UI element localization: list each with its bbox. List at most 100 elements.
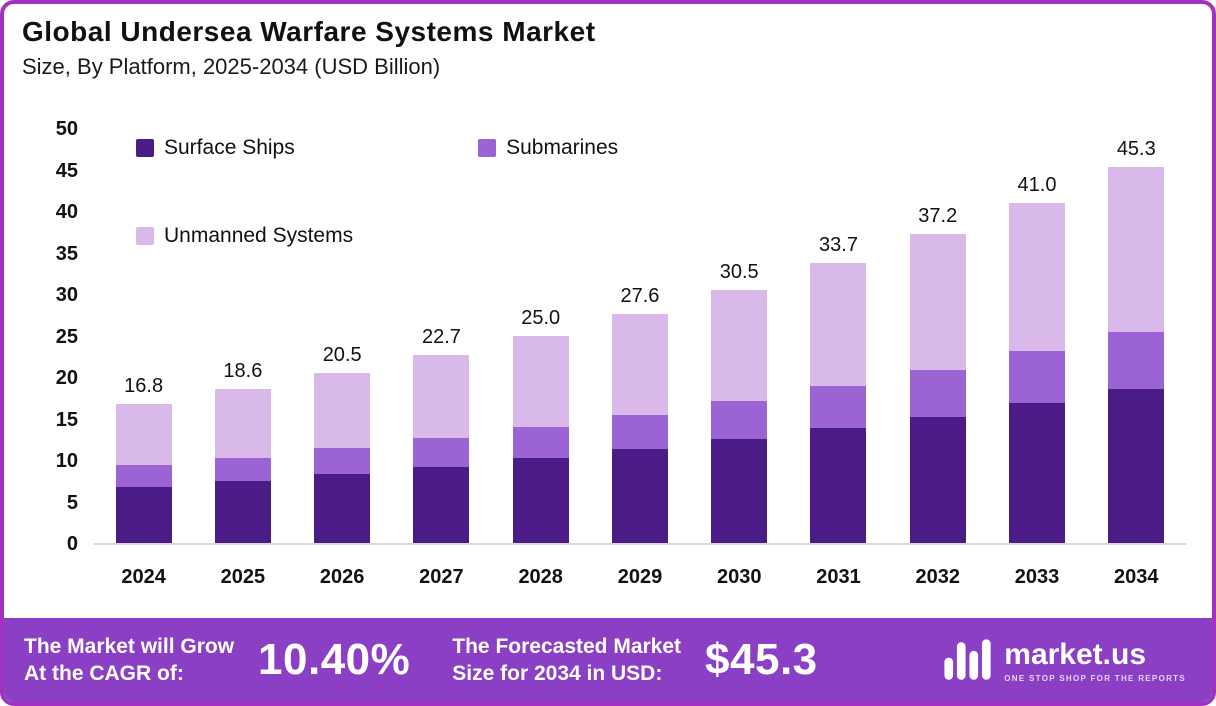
bar-stack[interactable] [611,313,668,543]
bar-group: 27.6 [590,130,689,543]
bar-segment-unmanned-systems[interactable] [1009,202,1066,352]
bars: 16.8 18.6 20.5 22.7 25.0 27.6 30.5 33.7 37.2 41.0… [94,130,1186,543]
bar-stack[interactable] [909,234,966,543]
x-axis-label: 2033 [1014,566,1060,588]
legend-item-unmanned-systems[interactable]: Unmanned Systems [136,224,353,248]
page-subtitle: Size, By Platform, 2025-2034 (USD Billio… [22,54,441,79]
bar-segment-unmanned-systems[interactable] [115,403,172,465]
bar-segment-unmanned-systems[interactable] [314,372,371,449]
bar-stack[interactable] [413,354,470,543]
bar-segment-surface-ships[interactable] [909,416,966,543]
bar-total-label: 30.5 [719,260,759,283]
bar-segment-submarines[interactable] [711,401,768,440]
bar-group: 22.7 [392,130,491,543]
y-tick-label: 10 [55,450,78,472]
y-tick-label: 15 [55,408,78,431]
x-axis-label: 2025 [220,566,266,588]
y-tick-label: 0 [66,533,78,555]
bar-group: 16.8 [94,130,193,543]
bar-segment-submarines[interactable] [413,438,470,467]
x-axis-label: 2029 [617,566,663,588]
x-axis-label: 2034 [1114,566,1159,588]
bar-segment-unmanned-systems[interactable] [711,289,768,402]
bar-stack[interactable] [512,335,569,543]
bar-group: 20.5 [293,130,392,543]
bar-group: 41.0 [987,130,1086,543]
bar-group: 33.7 [789,130,888,543]
footer-banner: The Market will Grow At the CAGR of: 10.… [4,618,1212,702]
bar-segment-submarines[interactable] [512,426,569,458]
bar-segment-surface-ships[interactable] [1009,402,1066,543]
bar-stack[interactable] [810,263,867,543]
cagr-label: The Market will Grow At the CAGR of: [24,633,234,688]
bar-segment-unmanned-systems[interactable] [413,354,470,439]
y-tick-label: 20 [55,367,78,389]
bar-total-label: 18.6 [223,359,263,382]
legend-item-surface-ships[interactable]: Surface Ships [136,136,353,160]
bar-segment-surface-ships[interactable] [611,449,668,543]
bar-segment-submarines[interactable] [1108,332,1165,389]
bar-segment-surface-ships[interactable] [810,428,867,543]
bar-segment-submarines[interactable] [314,448,371,475]
y-tick-label: 50 [55,118,78,140]
legend-label-surface-ships: Surface Ships [164,136,295,159]
forecast-label-line1: The Forecasted Market [452,634,682,658]
bar-segment-unmanned-systems[interactable] [214,388,271,458]
forecast-value: $45.3 [705,635,818,684]
bar-stack[interactable] [214,388,271,543]
header: Global Undersea Warfare Systems Market S… [22,16,596,80]
bar-segment-surface-ships[interactable] [115,487,172,543]
bar-total-label: 22.7 [421,325,461,348]
legend-swatch-unmanned-systems [136,227,154,245]
bar-segment-surface-ships[interactable] [214,480,271,543]
bar-segment-surface-ships[interactable] [711,439,768,543]
bar-total-label: 25.0 [521,306,561,329]
bar-segment-unmanned-systems[interactable] [512,335,569,427]
legend-item-submarines[interactable]: Submarines [478,136,618,160]
bar-segment-surface-ships[interactable] [512,457,569,543]
bar-total-label: 16.8 [124,374,164,397]
bar-stack[interactable] [1009,202,1066,543]
x-axis-label: 2032 [915,566,961,588]
brand-logo-icon [944,639,991,680]
bar-segment-surface-ships[interactable] [1108,388,1165,543]
bar-group: 45.3 [1087,130,1186,543]
bar-stack[interactable] [115,403,172,543]
bar-total-label: 37.2 [918,205,958,228]
bar-segment-submarines[interactable] [611,415,668,450]
bar-segment-submarines[interactable] [810,386,867,429]
bar-stack[interactable] [314,372,371,543]
bar-stack[interactable] [711,289,768,543]
forecast-label-line2: Size for 2034 in USD: [452,662,663,685]
bar-group: 37.2 [888,130,987,543]
bar-segment-unmanned-systems[interactable] [909,234,966,370]
y-tick-label: 30 [55,284,78,306]
bar-segment-unmanned-systems[interactable] [611,313,668,416]
bar-total-label: 33.7 [819,234,858,257]
bar-total-label: 20.5 [322,343,362,366]
y-tick-label: 25 [55,325,78,348]
bar-segment-submarines[interactable] [214,457,271,481]
brand-tagline: ONE STOP SHOP FOR THE REPORTS [1004,673,1186,683]
x-axis-label: 2024 [121,566,166,588]
x-axis-label: 2030 [716,566,762,588]
y-tick-label: 5 [66,491,78,514]
bar-segment-unmanned-systems[interactable] [810,263,867,387]
bar-segment-surface-ships[interactable] [413,466,470,543]
brand-logo[interactable]: market.us ONE STOP SHOP FOR THE REPORTS [942,636,1186,684]
forecast-label: The Forecasted Market Size for 2034 in U… [452,633,681,688]
chart-plot: Surface Ships Submarines Unmanned System… [94,130,1186,545]
bar-segment-surface-ships[interactable] [314,474,371,543]
x-axis-label: 2026 [319,566,365,588]
bar-total-label: 41.0 [1017,173,1057,196]
legend-swatch-surface-ships [136,139,154,157]
bar-stack[interactable] [1108,167,1165,543]
bar-segment-unmanned-systems[interactable] [1108,167,1165,333]
legend-label-submarines: Submarines [506,136,619,159]
bar-segment-submarines[interactable] [115,464,172,488]
bar-segment-submarines[interactable] [1009,351,1066,403]
x-axis: 2024 2025 2026 2027 2028 2029 2030 2031 2032 2033… [94,566,1186,589]
bar-segment-submarines[interactable] [909,369,966,417]
page-title: Global Undersea Warfare Systems Market [22,16,596,47]
